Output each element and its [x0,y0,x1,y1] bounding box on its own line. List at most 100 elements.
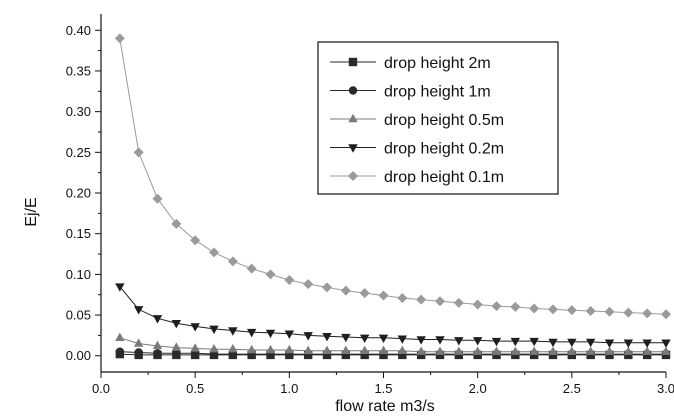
data-point [285,331,294,339]
data-point [247,264,257,274]
data-point [228,344,237,352]
data-point [134,348,142,356]
data-point [605,340,614,348]
legend-label: drop height 0.2m [384,141,504,158]
y-tick-label: 0.35 [66,63,91,78]
data-point [473,337,482,345]
data-point [511,338,520,346]
data-point [228,327,237,335]
data-point [492,346,501,354]
data-point [529,338,538,346]
data-point [115,333,124,341]
y-tick-label: 0.10 [66,267,91,282]
data-point [586,306,596,316]
data-point [209,344,218,352]
data-point [511,346,520,354]
series-line [120,338,666,352]
data-point [322,282,332,292]
data-point [153,349,161,357]
data-point [153,341,162,349]
data-point [548,346,557,354]
data-point [529,346,538,354]
legend-marker [349,86,357,94]
data-point [153,194,163,204]
x-tick-label: 0.5 [186,381,204,396]
legend-marker [349,58,357,66]
data-point [454,337,463,345]
data-point [379,346,388,354]
y-tick-label: 0.05 [66,308,91,323]
data-point [190,323,199,331]
data-point [209,247,219,257]
data-point [548,339,557,347]
data-point [435,346,444,354]
data-point [567,339,576,347]
data-point [172,342,181,350]
data-point [134,306,143,314]
data-point [642,340,651,348]
x-tick-label: 1.0 [280,381,298,396]
y-tick-label: 0.00 [66,348,91,363]
data-point [510,302,520,312]
data-point [454,298,464,308]
y-tick-label: 0.30 [66,104,91,119]
legend-label: drop height 0.5m [384,112,504,129]
x-tick-label: 2.5 [563,381,581,396]
data-point [303,279,313,289]
data-point [567,305,577,315]
data-point [642,308,652,318]
data-point [303,346,312,354]
data-point [624,340,633,348]
y-tick-label: 0.25 [66,145,91,160]
y-tick-label: 0.20 [66,186,91,201]
data-point [548,304,558,314]
data-point [266,330,275,338]
data-point [416,295,426,305]
y-tick-label: 0.40 [66,23,91,38]
data-point [247,345,256,353]
data-point [266,345,275,353]
series-4 [115,283,671,348]
data-point [398,335,407,343]
legend-label: drop height 2m [384,55,491,72]
data-point [379,335,388,343]
data-point [473,299,483,309]
data-point [416,336,425,344]
x-axis-title: flow rate m3/s [335,398,435,415]
x-tick-label: 2.0 [469,381,487,396]
data-point [398,346,407,354]
data-point [322,346,331,354]
data-point [661,340,670,348]
x-tick-label: 3.0 [657,381,674,396]
series-3 [115,333,671,355]
y-tick-label: 0.15 [66,226,91,241]
data-point [266,269,276,279]
data-point [247,329,256,337]
data-point [209,326,218,334]
data-point [190,343,199,351]
data-point [623,308,633,318]
data-point [492,338,501,346]
x-tick-label: 1.5 [374,381,392,396]
data-point [379,291,389,301]
data-point [303,332,312,340]
data-point [360,346,369,354]
data-point [360,288,370,298]
data-point [341,346,350,354]
data-point [473,346,482,354]
data-point [586,346,595,354]
y-axis-title: Ej/E [23,197,40,226]
data-point [397,293,407,303]
data-point [454,346,463,354]
data-point [435,296,445,306]
data-point [284,275,294,285]
data-point [285,345,294,353]
data-point [115,33,125,43]
data-point [416,346,425,354]
data-point [661,309,671,319]
legend-label: drop height 0.1m [384,169,504,186]
data-point [322,333,331,341]
data-point [360,335,369,343]
data-point [492,301,502,311]
